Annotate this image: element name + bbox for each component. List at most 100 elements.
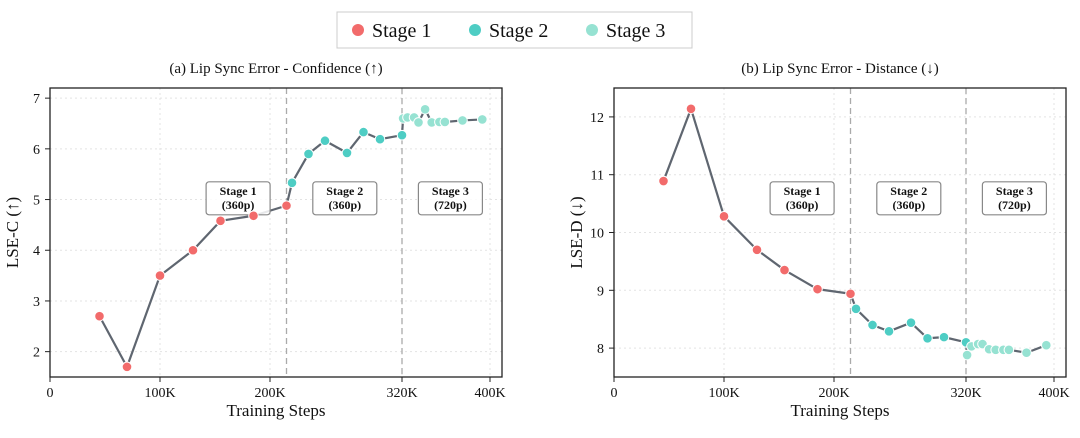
axes-frame [613,87,1067,378]
data-point-stage-2 [374,133,386,145]
stage-annotation-resolution: (360p) [786,198,819,212]
stage-annotation: Stage 2(360p) [312,181,378,216]
stage-annotation: Stage 1(360p) [769,181,835,216]
x-tick-label: 400K [474,386,505,401]
y-tick-label: 11 [591,169,604,184]
data-point-stage-1 [779,264,790,276]
y-tick-label: 4 [33,244,40,259]
stage-annotation-box [312,181,378,216]
series-line [662,107,1047,357]
data-point-stage-1 [187,244,199,256]
y-tick-label: 6 [33,143,40,158]
series-line [98,108,483,368]
data-point-stage-3 [477,114,488,125]
stage-annotation-resolution: (720p) [998,198,1031,212]
stage-annotation: Stage 2(360p) [876,181,942,216]
x-tick-label: 200K [818,386,849,401]
data-point-stage-2 [938,331,950,343]
data-point-stage-3 [419,103,431,115]
stage-annotation-box [876,181,942,216]
data-point-stage-3 [457,115,468,126]
stage-annotation-box [205,181,271,216]
y-tick-label: 8 [597,342,604,357]
legend-marker-stage-2 [469,24,481,36]
data-point-stage-2 [850,303,862,315]
legend-marker-stage-3 [586,24,598,36]
chart-title: (a) Lip Sync Error - Confidence (↑) [169,61,382,77]
x-tick-label: 320K [386,386,417,401]
axes-frame [49,87,503,378]
stage-annotation-title: Stage 3 [432,184,469,198]
stage-annotation-resolution: (360p) [222,198,255,212]
data-point-stage-1 [281,200,292,211]
data-point-stage-1 [248,210,259,222]
data-point-stage-2 [396,129,408,141]
data-point-stage-1 [812,283,823,295]
legend-frame [336,11,693,49]
legend-label-stage-1: Stage 1 [372,20,431,42]
legend-label-stage-2: Stage 2 [489,20,548,42]
data-point-stage-1 [685,103,697,115]
data-point-stage-3 [961,349,973,361]
stage-annotation-box [769,181,835,216]
legend-label-stage-3: Stage 3 [606,20,665,42]
data-point-stage-2 [883,326,895,337]
data-point-stage-2 [341,147,353,159]
data-point-stage-1 [215,215,226,227]
chart-title: (b) Lip Sync Error - Distance (↓) [741,61,938,77]
data-point-stage-1 [154,270,166,281]
y-tick-label: 7 [33,92,40,107]
data-point-stage-2 [867,319,878,331]
data-point-stage-3 [413,117,424,128]
data-point-stage-3 [439,116,451,128]
data-point-stage-3 [1021,347,1032,359]
data-point-stage-1 [658,175,669,187]
stage-annotation-resolution: (360p) [892,198,925,212]
y-tick-label: 2 [33,346,40,361]
x-tick-label: 0 [47,386,54,401]
data-point-stage-1 [751,244,763,256]
y-axis-label: LSE-C (↑) [3,197,22,268]
stage-annotation: Stage 3(720p) [417,181,483,216]
x-tick-label: 400K [1038,386,1069,401]
y-tick-label: 3 [33,295,40,310]
stage-annotation-title: Stage 2 [326,184,363,198]
data-point-stage-2 [922,332,933,344]
stage-annotation-title: Stage 1 [220,184,257,198]
data-point-stage-2 [286,177,298,189]
data-point-stage-2 [303,148,314,160]
data-point-stage-3 [1003,344,1015,356]
x-axis-label: Training Steps [226,401,325,420]
x-tick-label: 200K [254,386,285,401]
x-tick-label: 100K [708,386,739,401]
legend-marker-stage-1 [352,24,364,36]
x-tick-label: 0 [611,386,618,401]
y-tick-label: 5 [33,194,40,209]
y-tick-label: 12 [590,111,604,126]
stage-annotation: Stage 1(360p) [205,181,271,216]
y-tick-label: 10 [590,227,604,242]
stage-annotation-title: Stage 2 [890,184,927,198]
data-point-stage-1 [845,288,856,300]
data-point-stage-2 [905,317,917,328]
stage-annotation-title: Stage 3 [996,184,1033,198]
data-point-stage-3 [1041,339,1052,351]
x-tick-label: 320K [950,386,981,401]
x-tick-label: 100K [144,386,175,401]
stage-annotation: Stage 3(720p) [981,181,1048,216]
legend: Stage 1 Stage 2 Stage 3 [336,11,693,49]
stage-annotation-resolution: (360p) [328,198,361,212]
x-axis-label: Training Steps [790,401,889,420]
y-axis-label: LSE-D (↓) [567,196,586,268]
data-point-stage-2 [319,135,331,147]
y-tick-label: 9 [597,284,604,299]
data-point-stage-2 [358,126,369,138]
data-point-stage-1 [94,310,105,322]
data-point-stage-1 [718,211,730,222]
stage-annotation-resolution: (720p) [434,198,467,212]
stage-annotation-title: Stage 1 [784,184,821,198]
stage-annotation-box [981,181,1048,216]
